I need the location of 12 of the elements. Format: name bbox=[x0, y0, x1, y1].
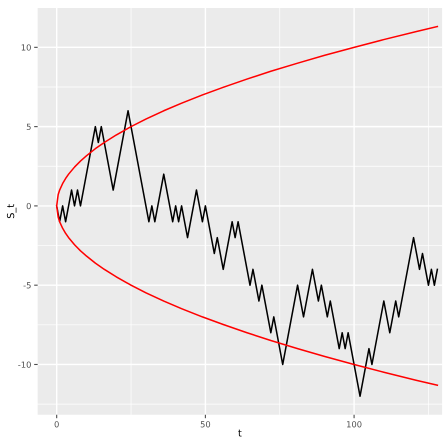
y-tick-label: -5 bbox=[24, 282, 31, 288]
x-tick-label: 100 bbox=[347, 421, 362, 428]
x-tick-label: 0 bbox=[54, 421, 59, 428]
x-tick-label: 50 bbox=[200, 421, 210, 428]
y-tick-label: -10 bbox=[18, 361, 31, 368]
y-tick-label: 10 bbox=[22, 44, 31, 51]
line-series bbox=[56, 26, 438, 386]
y-axis-title: S_t bbox=[6, 204, 16, 218]
y-tick-label: 5 bbox=[26, 124, 31, 130]
line-series bbox=[56, 110, 438, 397]
x-axis-title: t bbox=[238, 430, 242, 436]
y-tick-label: 0 bbox=[26, 202, 31, 210]
